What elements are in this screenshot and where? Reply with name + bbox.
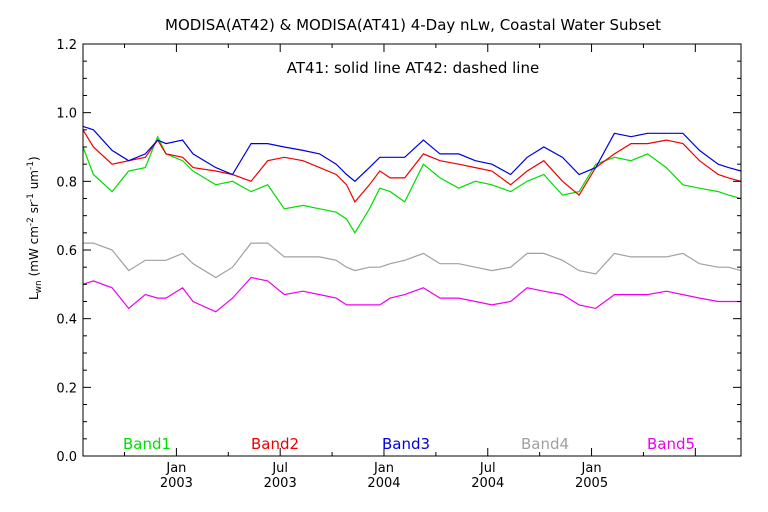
y-label-subscript: wn bbox=[34, 280, 44, 293]
x-tick-label-year: 2003 bbox=[160, 476, 193, 491]
chart-title: MODISA(AT42) & MODISA(AT41) 4-Day nLw, C… bbox=[165, 16, 661, 34]
y-label-exp2: -1 bbox=[26, 193, 36, 202]
series-line-band5 bbox=[82, 276, 741, 313]
legend-label-band5: Band5 bbox=[647, 435, 695, 453]
x-tick-label-month: Jan bbox=[373, 461, 394, 476]
y-label-exp3: -1 bbox=[26, 161, 36, 170]
legend: Band1 Band2 Band3 Band4 Band5 bbox=[123, 435, 695, 453]
series-line-band2 bbox=[82, 129, 742, 203]
y-label-mid2: um bbox=[27, 170, 41, 193]
x-tick-label-month: Jan bbox=[165, 461, 186, 476]
x-tick-label-year: 2005 bbox=[575, 476, 608, 491]
plot-frame bbox=[82, 43, 742, 457]
axes-layer: 0.00.20.40.60.81.01.2Jan2003Jul2003Jan20… bbox=[56, 38, 742, 491]
legend-label-band2: Band2 bbox=[251, 435, 299, 453]
y-tick-label: 1.2 bbox=[56, 38, 77, 53]
series-line-band3 bbox=[82, 125, 742, 183]
y-label-main: L bbox=[27, 293, 41, 300]
legend-label-band1: Band1 bbox=[123, 435, 171, 453]
chart-annotation: AT41: solid line AT42: dashed line bbox=[287, 59, 539, 77]
y-tick-label: 0.2 bbox=[56, 381, 77, 396]
x-tick-label-month: Jan bbox=[581, 461, 602, 476]
y-tick-label: 0.6 bbox=[56, 244, 77, 259]
legend-label-band4: Band4 bbox=[521, 435, 569, 453]
x-tick-label-year: 2003 bbox=[264, 476, 297, 491]
y-label-units-close: ) bbox=[27, 156, 41, 161]
y-axis-label: Lwn (mW cm-2 sr-1 um-1) bbox=[26, 156, 44, 300]
series-line-band1 bbox=[82, 135, 742, 234]
y-label-exp1: -2 bbox=[26, 217, 36, 226]
y-label-units-open: (mW cm bbox=[27, 226, 41, 280]
series-line-band4 bbox=[83, 242, 742, 279]
y-tick-label: 0.0 bbox=[56, 450, 77, 465]
x-tick-label-month: Jul bbox=[479, 461, 496, 476]
y-tick-label: 0.4 bbox=[56, 313, 77, 328]
svg-text:Lwn (mW cm-2 sr-1 um-1): Lwn (mW cm-2 sr-1 um-1) bbox=[26, 156, 44, 300]
x-tick-label-year: 2004 bbox=[471, 476, 504, 491]
y-tick-label: 0.8 bbox=[56, 175, 77, 190]
y-label-mid1: sr bbox=[27, 202, 41, 217]
series-layer bbox=[82, 125, 742, 313]
x-tick-label-year: 2004 bbox=[367, 476, 400, 491]
legend-label-band3: Band3 bbox=[382, 435, 430, 453]
y-tick-label: 1.0 bbox=[56, 107, 77, 122]
x-tick-label-month: Jul bbox=[271, 461, 288, 476]
